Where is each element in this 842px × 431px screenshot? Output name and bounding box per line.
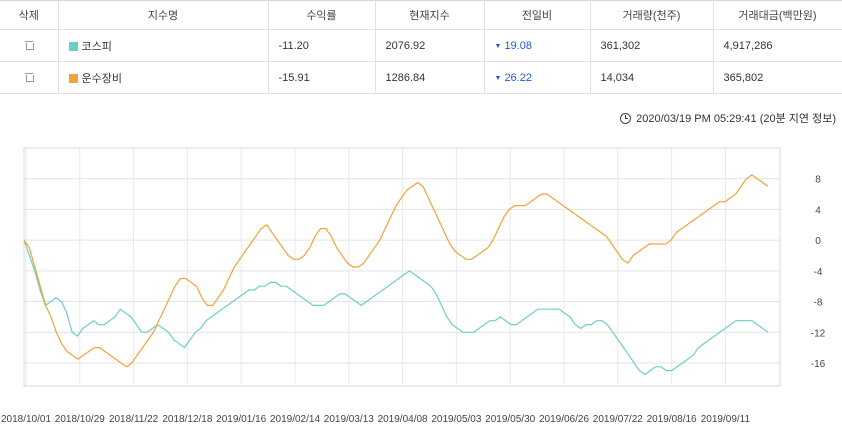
- x-tick-label: 2019/04/08: [378, 414, 428, 425]
- x-tick-label: 2019/08/16: [647, 414, 697, 425]
- index-name-cell: 운수장비: [58, 61, 269, 94]
- y-tick-label: -4: [814, 267, 823, 278]
- table-row: 코스피 -11.20 2076.92 ▼ 19.08 361,302 4,917,…: [0, 29, 842, 62]
- header-amount: 거래대금(백만원): [713, 0, 842, 30]
- x-tick-label: 2019/09/11: [701, 414, 751, 425]
- series-swatch: [68, 41, 78, 51]
- volume-value: 14,034: [590, 61, 714, 94]
- chart-background: [0, 136, 842, 431]
- x-tick-label: 2019/05/03: [431, 414, 481, 425]
- timestamp: 2020/03/19 PM 05:29:41 (20분 지연 정보): [620, 110, 836, 126]
- index-name: 운수장비: [81, 72, 122, 85]
- return-value: -15.91: [268, 61, 376, 94]
- index-table: 삭제 지수명 수익률 현재지수 전일비 거래량(천주) 거래대금(백만원) 코스…: [0, 0, 842, 94]
- x-axis: 2018/10/01 2018/10/29 2018/11/22 2018/12/18…: [1, 414, 751, 425]
- index-name: 코스피: [81, 40, 112, 53]
- delete-cell: [0, 29, 59, 62]
- series-line: [23, 174, 769, 368]
- timestamp-text: 2020/03/19 PM 05:29:41 (20분 지연 정보): [636, 113, 836, 125]
- header-delete: 삭제: [0, 0, 59, 30]
- header-index-name: 지수명: [58, 0, 269, 30]
- series-swatch: [68, 73, 78, 83]
- header-return: 수익률: [268, 0, 376, 30]
- chart-series: [23, 174, 769, 376]
- current-value: 1286.84: [375, 61, 485, 94]
- x-tick-label: 2019/05/30: [485, 414, 535, 425]
- x-tick-label: 2019/07/22: [593, 414, 643, 425]
- x-tick-label: 2018/10/01: [1, 414, 51, 425]
- x-tick-label: 2019/03/13: [324, 414, 374, 425]
- x-tick-label: 2019/06/26: [539, 414, 589, 425]
- current-value: 2076.92: [375, 29, 485, 62]
- trash-icon[interactable]: [24, 72, 34, 82]
- change-cell: ▼ 19.08: [484, 29, 591, 62]
- y-tick-label: -12: [811, 328, 826, 339]
- y-tick-label: -8: [814, 298, 823, 309]
- line-chart: 840-4-8-12-16 2018/10/01 2018/10/29 2018/1…: [0, 136, 842, 431]
- table-row: 운수장비 -15.91 1286.84 ▼ 26.22 14,034 365,80…: [0, 61, 842, 94]
- x-tick-label: 2018/11/22: [109, 414, 159, 425]
- x-tick-label: 2018/12/18: [162, 414, 212, 425]
- change-value: 19.08: [504, 39, 532, 52]
- down-arrow-icon: ▼: [494, 42, 502, 50]
- header-volume: 거래량(천주): [590, 0, 714, 30]
- return-value: -11.20: [268, 29, 376, 62]
- y-axis: 8 4 0 -4 -8 -12 -16: [811, 175, 826, 370]
- amount-value: 4,917,286: [713, 29, 842, 62]
- y-tick-label: 4: [815, 205, 821, 216]
- header-current-index: 현재지수: [375, 0, 485, 30]
- y-tick-label: -16: [811, 359, 826, 370]
- table-header-row: 삭제 지수명 수익률 현재지수 전일비 거래량(천주) 거래대금(백만원): [0, 0, 842, 30]
- delete-cell: [0, 61, 59, 94]
- y-tick-label: 8: [815, 175, 821, 186]
- index-name-cell: 코스피: [58, 29, 269, 62]
- trash-icon[interactable]: [24, 40, 34, 50]
- change-cell: ▼ 26.22: [484, 61, 591, 94]
- header-change: 전일비: [484, 0, 591, 30]
- x-tick-label: 2019/01/16: [216, 414, 266, 425]
- change-value: 26.22: [504, 71, 532, 84]
- chart-grid: [23, 147, 781, 387]
- volume-value: 361,302: [590, 29, 714, 62]
- y-tick-label: 0: [815, 236, 821, 247]
- series-line: [23, 239, 769, 376]
- clock-icon: [620, 112, 632, 124]
- amount-value: 365,802: [713, 61, 842, 94]
- x-tick-label: 2018/10/29: [55, 414, 105, 425]
- x-tick-label: 2019/02/14: [270, 414, 320, 425]
- down-arrow-icon: ▼: [494, 74, 502, 82]
- plot-frame: [23, 147, 781, 387]
